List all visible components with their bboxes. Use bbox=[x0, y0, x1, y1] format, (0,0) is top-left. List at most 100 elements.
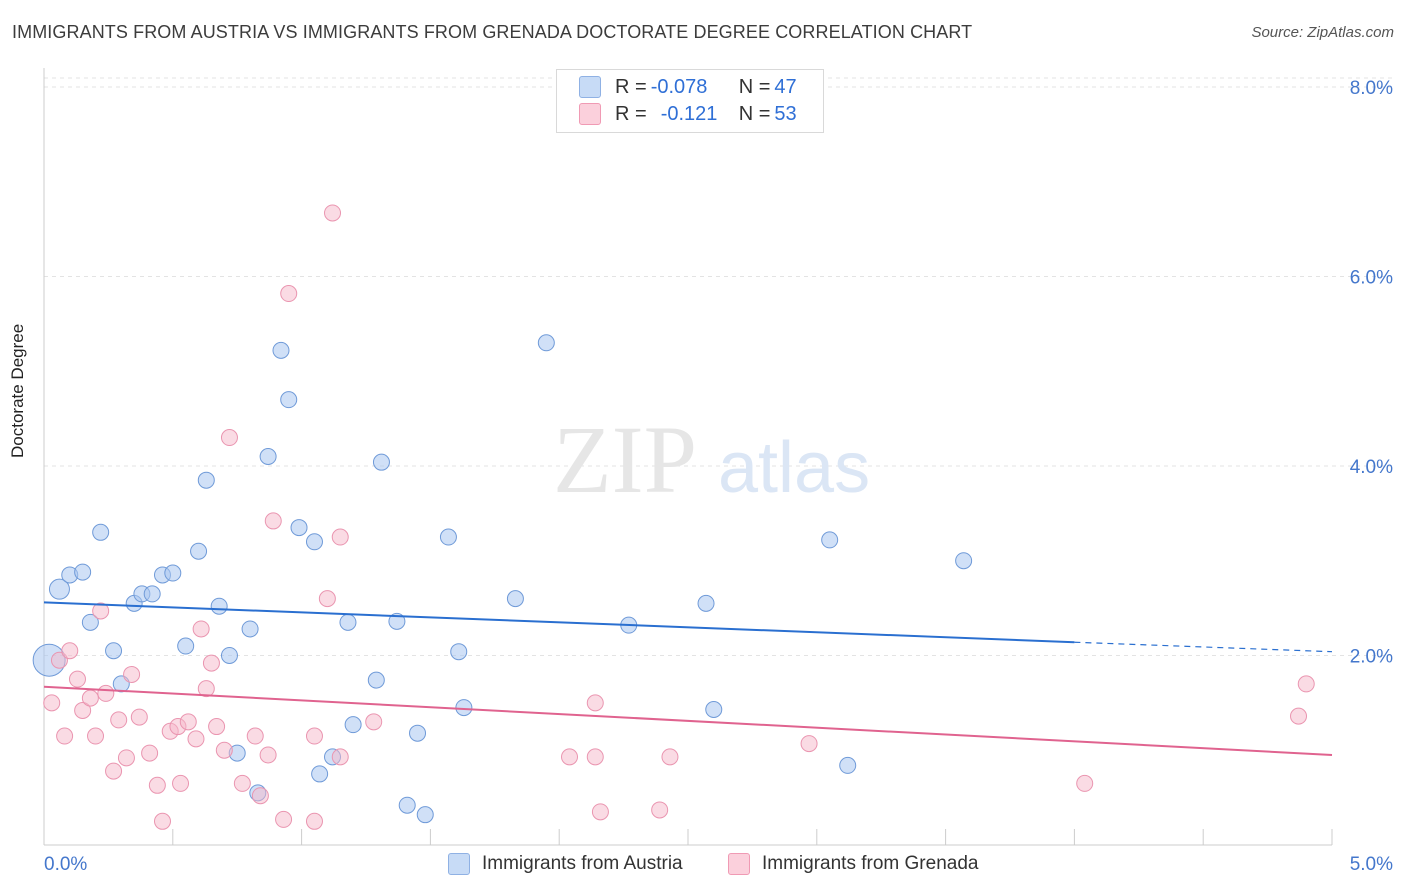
data-point-grenada bbox=[97, 684, 115, 702]
data-point-grenada bbox=[651, 801, 669, 819]
data-point-grenada bbox=[153, 812, 171, 830]
data-point-grenada bbox=[264, 512, 282, 530]
gridlines bbox=[44, 77, 1392, 656]
legend-r-value-austria: -0.078 bbox=[650, 75, 708, 98]
x-ticks bbox=[43, 829, 1333, 845]
data-point-austria bbox=[388, 612, 406, 630]
bottom-legend-austria: Immigrants from Austria bbox=[448, 851, 683, 877]
data-point-grenada bbox=[208, 718, 226, 736]
data-point-grenada bbox=[68, 670, 86, 688]
data-point-grenada bbox=[1076, 774, 1094, 792]
watermark: ZIP atlas bbox=[553, 406, 870, 513]
trend-line-grenada bbox=[43, 685, 1333, 756]
data-point-grenada bbox=[74, 701, 92, 719]
data-point-austria bbox=[81, 613, 99, 631]
data-point-grenada bbox=[87, 727, 105, 745]
y-tick-labels: 2.0% 4.0% 6.0% 8.0% bbox=[1350, 78, 1393, 668]
data-point-grenada bbox=[179, 713, 197, 731]
data-point-austria bbox=[955, 552, 973, 570]
trend-line-austria-extension bbox=[1074, 641, 1333, 653]
data-point-austria bbox=[259, 448, 277, 465]
data-point-austria bbox=[705, 700, 723, 718]
data-point-grenada bbox=[661, 748, 679, 766]
trend-lines bbox=[43, 601, 1333, 756]
data-point-grenada bbox=[1297, 675, 1315, 693]
data-point-austria bbox=[537, 334, 555, 352]
data-point-austria bbox=[197, 471, 215, 489]
data-point-austria bbox=[839, 756, 857, 774]
y-tick-label: 8.0% bbox=[1350, 78, 1393, 99]
bottom-legend-label-austria: Immigrants from Austria bbox=[482, 853, 683, 874]
series-austria bbox=[32, 334, 973, 824]
y-tick-label: 6.0% bbox=[1350, 267, 1393, 288]
data-point-austria bbox=[143, 585, 161, 603]
data-point-grenada bbox=[220, 429, 238, 447]
data-point-grenada bbox=[197, 680, 215, 698]
data-point-austria bbox=[280, 391, 298, 409]
data-point-austria bbox=[164, 564, 182, 582]
data-point-grenada bbox=[280, 285, 298, 303]
data-point-austria bbox=[372, 453, 390, 471]
bottom-legend-swatch-austria bbox=[448, 853, 470, 875]
legend-r-label: R = bbox=[615, 75, 647, 98]
x-tick-label: 5.0% bbox=[1350, 854, 1393, 875]
legend-n-label: N = bbox=[738, 102, 771, 125]
data-point-grenada bbox=[123, 665, 141, 683]
data-point-austria bbox=[105, 642, 123, 660]
data-point-grenada bbox=[215, 741, 233, 759]
data-point-grenada bbox=[800, 735, 818, 753]
data-point-austria bbox=[290, 519, 308, 537]
chart-title: IMMIGRANTS FROM AUSTRIA VS IMMIGRANTS FR… bbox=[12, 22, 973, 42]
source-label: Source: ZipAtlas.com bbox=[1251, 24, 1394, 41]
data-point-austria bbox=[272, 341, 290, 359]
data-point-grenada bbox=[92, 602, 110, 620]
data-point-grenada bbox=[331, 748, 349, 766]
data-point-grenada bbox=[61, 642, 79, 660]
data-point-grenada bbox=[251, 787, 269, 805]
data-point-austria bbox=[190, 542, 208, 560]
data-point-austria bbox=[409, 724, 427, 742]
data-point-grenada bbox=[110, 711, 128, 729]
data-point-grenada bbox=[586, 748, 604, 766]
legend-r-value-grenada: -0.121 bbox=[660, 102, 718, 125]
data-point-grenada bbox=[148, 776, 166, 794]
data-point-austria bbox=[177, 637, 195, 655]
legend-n-value-austria: 47 bbox=[774, 75, 797, 98]
data-point-grenada bbox=[275, 810, 293, 828]
data-point-grenada bbox=[561, 748, 579, 766]
data-point-austria bbox=[439, 528, 457, 546]
trend-line-austria bbox=[43, 601, 1075, 644]
data-point-grenada bbox=[56, 727, 74, 745]
bottom-legend-grenada: Immigrants from Grenada bbox=[728, 851, 978, 877]
data-point-grenada bbox=[259, 746, 277, 764]
x-tick-labels: 0.0% 5.0% bbox=[44, 854, 1393, 875]
legend-row-austria: R = -0.078 N = 47 bbox=[579, 75, 797, 99]
data-point-grenada bbox=[81, 689, 99, 707]
legend-r-label: R = bbox=[615, 102, 647, 125]
data-point-austria bbox=[305, 533, 323, 551]
data-point-grenada bbox=[202, 654, 220, 672]
data-point-grenada bbox=[130, 708, 148, 726]
data-point-austria bbox=[92, 523, 110, 541]
data-point-grenada bbox=[246, 727, 264, 745]
data-point-grenada bbox=[43, 694, 61, 712]
legend-n-value-grenada: 53 bbox=[774, 102, 797, 125]
data-point-austria bbox=[367, 671, 385, 689]
data-point-austria bbox=[697, 594, 715, 612]
data-point-grenada bbox=[187, 730, 205, 748]
watermark-zip: ZIP bbox=[553, 406, 697, 513]
data-point-grenada bbox=[233, 774, 251, 792]
data-point-austria bbox=[450, 643, 468, 661]
data-point-grenada bbox=[324, 204, 342, 222]
data-point-grenada bbox=[105, 762, 123, 780]
data-point-grenada bbox=[192, 620, 210, 638]
legend-swatch-austria bbox=[579, 76, 601, 98]
legend-swatch-grenada bbox=[579, 103, 601, 125]
data-point-austria bbox=[339, 613, 357, 631]
data-point-austria bbox=[821, 531, 839, 549]
data-point-austria bbox=[455, 699, 473, 717]
data-point-grenada bbox=[141, 744, 159, 762]
data-point-austria bbox=[48, 578, 70, 600]
data-point-austria bbox=[344, 716, 362, 734]
